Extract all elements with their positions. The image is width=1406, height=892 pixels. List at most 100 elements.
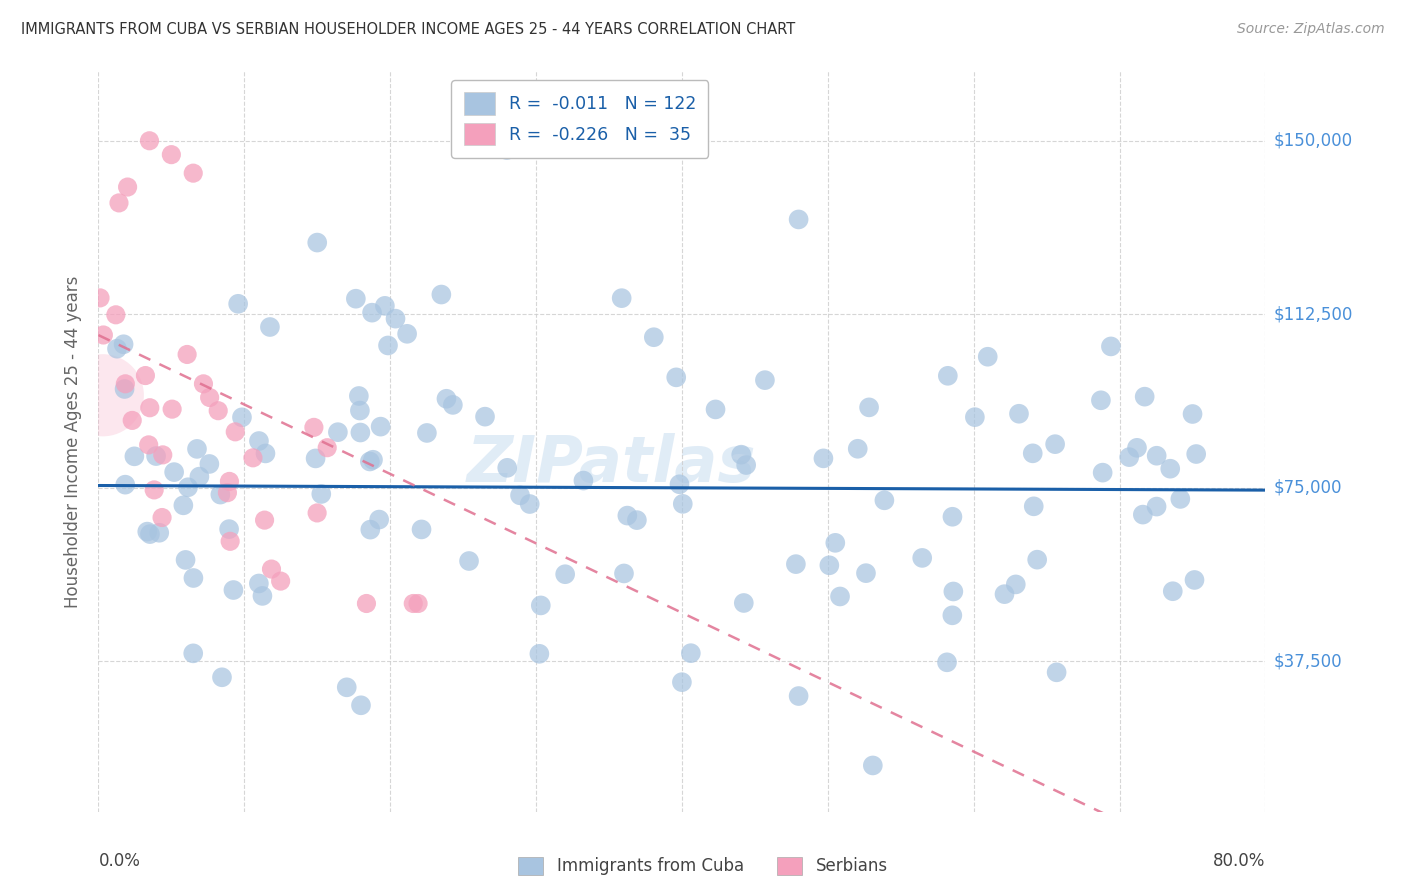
Point (474, 409, 496, 424)
Point (855, 566, 877, 581)
Point (174, 553, 197, 567)
Point (222, 582, 245, 597)
Point (1184, 573, 1206, 587)
Y-axis label: Householder Income Ages 25 - 44 years: Householder Income Ages 25 - 44 years (65, 276, 83, 607)
Text: ZIPatlas: ZIPatlas (467, 433, 756, 495)
Point (93, 328, 115, 343)
Point (304, 451, 326, 466)
Point (359, 523, 381, 537)
Point (270, 574, 292, 588)
Text: IMMIGRANTS FROM CUBA VS SERBIAN HOUSEHOLDER INCOME AGES 25 - 44 YEARS CORRELATIO: IMMIGRANTS FROM CUBA VS SERBIAN HOUSEHOL… (21, 22, 796, 37)
Point (1161, 584, 1184, 599)
Point (610, 291, 633, 305)
Point (193, 376, 215, 391)
Text: $75,000: $75,000 (1274, 479, 1343, 497)
Point (302, 420, 325, 434)
Point (626, 513, 648, 527)
Point (963, 410, 986, 425)
Point (430, 287, 453, 301)
Point (1181, 407, 1204, 421)
Point (361, 306, 384, 320)
Point (441, 398, 464, 412)
Point (993, 587, 1015, 601)
Point (160, 147, 183, 161)
Point (936, 655, 959, 669)
Text: 0.0%: 0.0% (98, 853, 141, 871)
Point (260, 562, 283, 576)
Point (1099, 339, 1122, 353)
Point (152, 448, 174, 462)
Point (1126, 441, 1149, 455)
Point (572, 474, 595, 488)
Point (1022, 500, 1045, 514)
Point (1091, 466, 1114, 480)
Point (347, 389, 370, 403)
Point (1118, 450, 1140, 464)
Point (254, 446, 277, 460)
Point (311, 487, 333, 501)
Point (121, 413, 143, 427)
Point (104, 308, 127, 322)
Point (316, 441, 339, 455)
Point (1008, 407, 1031, 421)
Point (247, 576, 270, 591)
Point (374, 299, 396, 313)
Point (1159, 461, 1181, 475)
Point (1004, 577, 1026, 591)
Point (163, 465, 186, 479)
Point (218, 522, 240, 536)
Text: Source: ZipAtlas.com: Source: ZipAtlas.com (1237, 22, 1385, 37)
Point (117, 180, 139, 194)
Point (730, 448, 752, 462)
Point (112, 337, 135, 351)
Point (496, 460, 519, 475)
Point (344, 292, 367, 306)
Point (145, 449, 167, 463)
Point (143, 483, 166, 497)
Point (218, 475, 240, 489)
Point (1146, 500, 1168, 514)
Point (862, 758, 884, 772)
Point (529, 647, 551, 661)
Point (941, 509, 963, 524)
Point (139, 527, 162, 541)
Point (253, 513, 276, 527)
Point (509, 488, 531, 502)
Point (785, 557, 807, 571)
Point (665, 370, 688, 384)
Point (396, 326, 419, 341)
Point (735, 458, 758, 472)
Point (1133, 390, 1156, 404)
Point (224, 425, 246, 439)
Point (108, 195, 131, 210)
Point (226, 297, 249, 311)
Text: $150,000: $150,000 (1274, 132, 1353, 150)
Point (1090, 393, 1112, 408)
Point (350, 698, 373, 713)
Point (183, 571, 205, 585)
Point (977, 350, 1000, 364)
Point (1043, 437, 1066, 451)
Point (616, 508, 638, 523)
Point (368, 512, 391, 526)
Point (818, 558, 841, 573)
Legend: Immigrants from Cuba, Serbians: Immigrants from Cuba, Serbians (510, 848, 896, 884)
Point (252, 589, 274, 603)
Point (259, 320, 281, 334)
Point (138, 438, 160, 452)
Point (671, 675, 693, 690)
Point (359, 454, 381, 468)
Point (211, 670, 233, 684)
Point (247, 434, 270, 448)
Point (209, 487, 232, 501)
Point (436, 392, 458, 406)
Point (754, 373, 776, 387)
Point (1026, 552, 1049, 566)
Point (307, 235, 329, 250)
Point (942, 584, 965, 599)
Point (458, 554, 481, 568)
Point (326, 425, 349, 439)
Point (613, 566, 636, 581)
Point (370, 419, 392, 434)
Point (377, 338, 399, 352)
